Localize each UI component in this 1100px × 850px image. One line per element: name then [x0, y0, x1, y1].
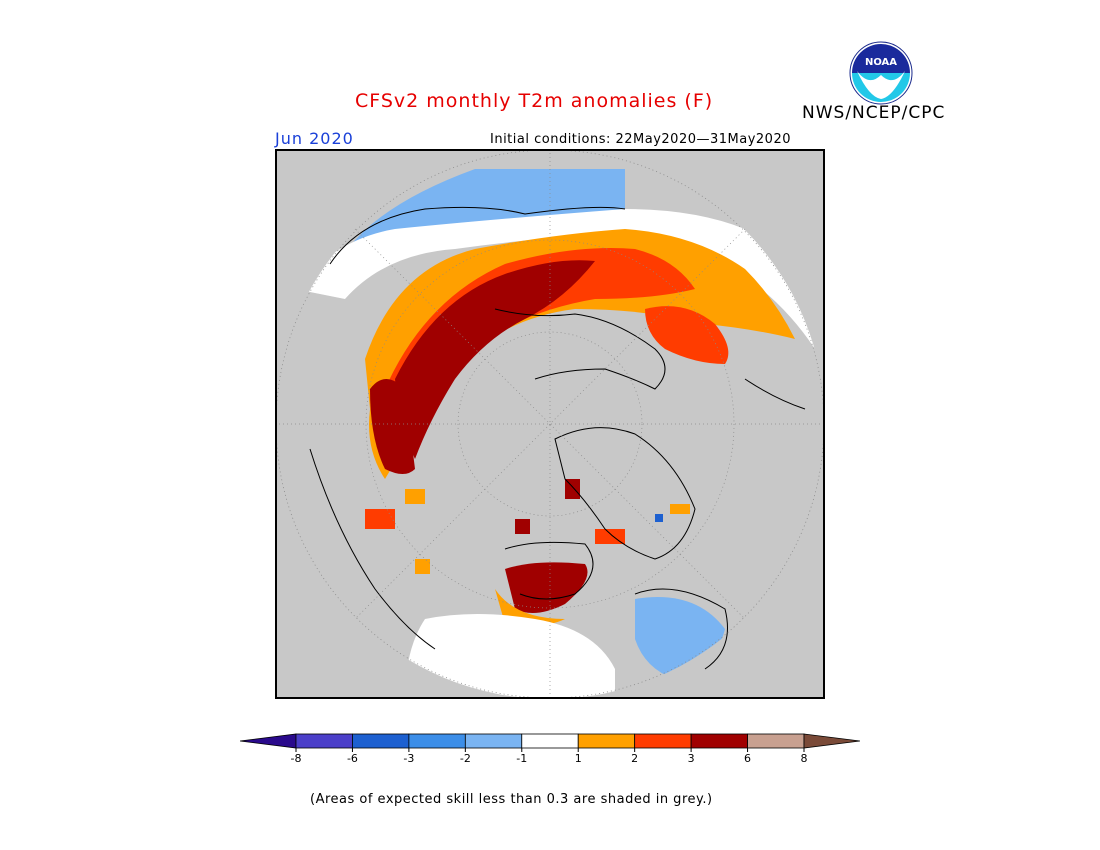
colorbar-bin — [295, 733, 353, 749]
colorbar: -8 -6 -3 -2 -1 1 2 3 6 8 — [240, 733, 860, 765]
region-hudson — [505, 562, 588, 613]
polar-map — [275, 149, 825, 699]
colorbar-tick-label: -6 — [347, 752, 358, 765]
colorbar-tick-label: -8 — [291, 752, 302, 765]
region-white-bottom — [405, 614, 615, 699]
colorbar-tick-label: 1 — [575, 752, 582, 765]
patch-7 — [670, 504, 690, 514]
graticule — [275, 149, 825, 699]
patch-1 — [365, 509, 395, 529]
colorbar-bin — [521, 733, 579, 749]
colorbar-tick-label: 6 — [744, 752, 751, 765]
patch-2 — [405, 489, 425, 504]
colorbar-bin — [690, 733, 748, 749]
colorbar-tick-label: 2 — [631, 752, 638, 765]
region-siberia-core — [395, 260, 595, 459]
colorbar-bin — [747, 733, 805, 749]
colorbar-bin — [240, 733, 297, 749]
noaa-logo: NOAA — [849, 41, 913, 105]
noaa-logo-text: NOAA — [865, 57, 897, 68]
colorbar-bin — [464, 733, 523, 749]
colorbar-bin — [352, 733, 410, 749]
colorbar-tick-label: -1 — [516, 752, 527, 765]
anomaly-fields — [295, 169, 815, 699]
region-east-red — [645, 306, 729, 364]
patch-3 — [565, 479, 580, 499]
patch-5 — [515, 519, 530, 534]
colorbar-tick-label: 8 — [801, 752, 808, 765]
colorbar-bin — [408, 733, 466, 749]
patch-8 — [655, 514, 663, 522]
colorbar-bin — [577, 733, 636, 749]
colorbar-tick-label: -3 — [403, 752, 414, 765]
initial-conditions: Initial conditions: 22May2020—31May2020 — [490, 132, 791, 147]
coastlines — [309, 206, 806, 670]
map-title: CFSv2 monthly T2m anomalies (F) — [355, 90, 714, 112]
map-frame — [275, 149, 825, 699]
region-west-red — [370, 379, 415, 474]
colorbar-bin — [803, 733, 860, 749]
patch-6 — [415, 559, 430, 574]
colorbar-bin — [634, 733, 692, 749]
agency-label: NWS/NCEP/CPC — [802, 103, 946, 123]
colorbar-tick-label: -2 — [460, 752, 471, 765]
forecast-month: Jun 2020 — [275, 129, 354, 148]
footnote: (Areas of expected skill less than 0.3 a… — [310, 792, 713, 807]
colorbar-tick-label: 3 — [688, 752, 695, 765]
